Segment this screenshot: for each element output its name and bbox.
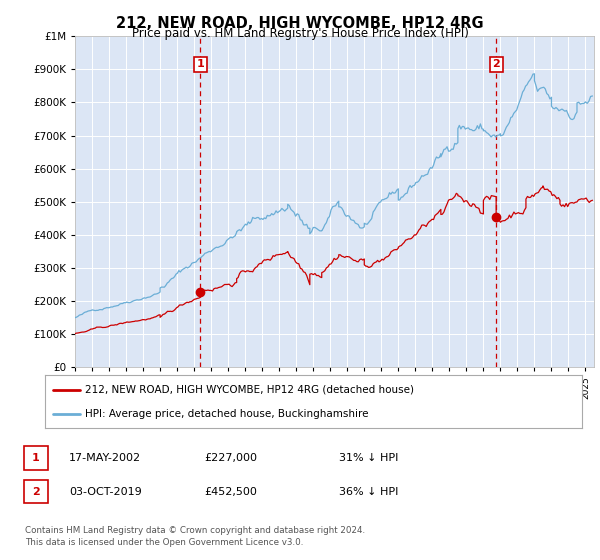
- Text: 1: 1: [197, 59, 204, 69]
- Text: 03-OCT-2019: 03-OCT-2019: [69, 487, 142, 497]
- Text: Price paid vs. HM Land Registry's House Price Index (HPI): Price paid vs. HM Land Registry's House …: [131, 27, 469, 40]
- Text: 2: 2: [32, 487, 40, 497]
- Text: Contains HM Land Registry data © Crown copyright and database right 2024.: Contains HM Land Registry data © Crown c…: [25, 526, 365, 535]
- Text: 212, NEW ROAD, HIGH WYCOMBE, HP12 4RG: 212, NEW ROAD, HIGH WYCOMBE, HP12 4RG: [116, 16, 484, 31]
- Text: 36% ↓ HPI: 36% ↓ HPI: [339, 487, 398, 497]
- Text: £227,000: £227,000: [204, 453, 257, 463]
- Text: £452,500: £452,500: [204, 487, 257, 497]
- Text: HPI: Average price, detached house, Buckinghamshire: HPI: Average price, detached house, Buck…: [85, 409, 369, 419]
- Text: 2: 2: [492, 59, 500, 69]
- Text: 17-MAY-2002: 17-MAY-2002: [69, 453, 141, 463]
- Text: 31% ↓ HPI: 31% ↓ HPI: [339, 453, 398, 463]
- Text: This data is licensed under the Open Government Licence v3.0.: This data is licensed under the Open Gov…: [25, 538, 304, 547]
- Text: 212, NEW ROAD, HIGH WYCOMBE, HP12 4RG (detached house): 212, NEW ROAD, HIGH WYCOMBE, HP12 4RG (d…: [85, 385, 414, 395]
- Text: 1: 1: [32, 453, 40, 463]
